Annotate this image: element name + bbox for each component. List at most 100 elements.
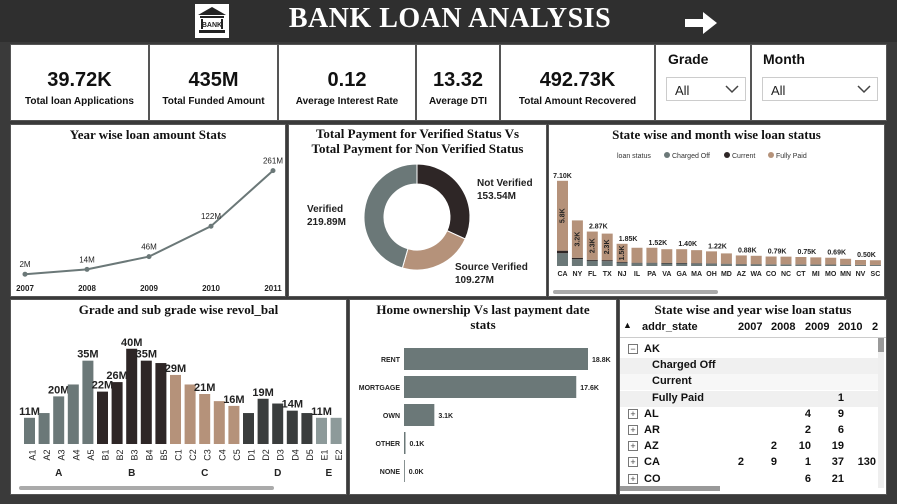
table-row[interactable]: + AR 2 6 xyxy=(620,423,878,439)
bar-charged-off xyxy=(557,253,568,266)
table-cell: 1 xyxy=(837,391,844,404)
year-point xyxy=(270,168,276,174)
year-data-label: 2M xyxy=(19,260,30,269)
grade-chart-panel: Grade and sub grade wise revol_bal 11M A1… xyxy=(10,299,347,495)
legend-label: Charged Off xyxy=(672,153,710,160)
state-tick-label: NC xyxy=(781,271,791,278)
donut-slice xyxy=(363,163,418,269)
col-header-year[interactable]: 2007 xyxy=(738,321,763,333)
expand-icon[interactable]: + xyxy=(628,441,638,452)
table-cell: 19 xyxy=(831,440,844,453)
grade-bar xyxy=(82,360,94,444)
legend-title: loan status xyxy=(617,153,651,160)
kpi-value: 435M xyxy=(188,69,239,91)
sort-icon[interactable]: ▲ xyxy=(623,320,632,330)
month-dropdown[interactable]: All xyxy=(762,77,878,101)
year-tick-label: 2009 xyxy=(140,284,158,293)
table-cell: 4 xyxy=(804,407,811,420)
subgrade-tick-label: C5 xyxy=(232,449,242,461)
bar-total-label: 0.50K xyxy=(857,252,876,259)
bar-fully-paid xyxy=(601,233,613,261)
table-subrow[interactable]: Current xyxy=(620,374,878,391)
subgrade-tick-label: E1 xyxy=(320,449,330,460)
bar-inner-label: 2.3K xyxy=(604,239,611,254)
row-label: AZ xyxy=(644,440,659,453)
grade-data-label: 19M xyxy=(252,387,273,399)
col-header-year[interactable]: 2008 xyxy=(771,321,796,333)
year-data-label: 14M xyxy=(79,255,95,264)
bar-inner-label: 5.8K xyxy=(560,208,567,223)
grade-bar xyxy=(170,374,181,444)
table-hscroll-thumb[interactable] xyxy=(620,486,720,491)
state-tick-label: PA xyxy=(647,271,656,278)
home-bar xyxy=(404,432,406,454)
bank-icon: BANK xyxy=(198,7,226,33)
verification-donut-chart: Not Verified 153.54M Source Verified 109.27… xyxy=(307,163,533,286)
table-row[interactable]: + AL 4 9 xyxy=(620,407,878,423)
grade-group-label: D xyxy=(274,468,281,479)
state-tick-label: NY xyxy=(573,271,583,278)
bar-fully-paid xyxy=(706,251,717,264)
table-cell: 2 xyxy=(804,424,811,436)
arrow-right-icon[interactable] xyxy=(683,10,719,36)
grade-group-label: C xyxy=(201,468,208,479)
bar-charged-off xyxy=(780,264,792,266)
bar-fully-paid xyxy=(586,231,598,260)
table-row[interactable]: − AK xyxy=(620,342,878,358)
state-tick-label: TX xyxy=(603,271,612,278)
kpi-value: 39.72K xyxy=(47,69,112,91)
subgrade-tick-label: D4 xyxy=(290,449,300,461)
home-category-label: OWN xyxy=(383,413,400,420)
kpi-label: Total loan Applications xyxy=(25,96,134,107)
bar-current xyxy=(601,260,613,262)
table-row[interactable]: + CA 2 9 1 37 130 xyxy=(620,455,878,471)
grade-bar xyxy=(140,360,152,444)
home-category-label: NONE xyxy=(380,469,401,476)
grade-bar xyxy=(184,384,196,444)
table-cell: 21 xyxy=(831,472,844,485)
expand-icon[interactable]: + xyxy=(628,473,638,484)
bar-fully-paid xyxy=(676,249,688,263)
grade-bar xyxy=(286,410,298,444)
table-cell: 130 xyxy=(857,456,876,469)
table-row[interactable]: + CO 6 21 xyxy=(620,472,878,488)
header-bar: BANK BANK LOAN ANALYSIS xyxy=(0,0,897,42)
grade-dropdown[interactable]: All xyxy=(666,77,746,101)
bar-total-label: 1.85K xyxy=(619,236,638,243)
state-tick-label: MI xyxy=(812,271,820,278)
expand-icon[interactable]: + xyxy=(628,425,638,435)
grade-chart-title: Grade and sub grade wise revol_bal xyxy=(78,302,279,317)
expand-icon[interactable]: + xyxy=(628,408,638,419)
state-tick-label: MN xyxy=(840,271,851,278)
table-subrow[interactable]: Charged Off xyxy=(620,358,878,375)
bar-fully-paid xyxy=(616,243,628,263)
bar-charged-off xyxy=(735,264,747,266)
bar-fully-paid xyxy=(631,247,643,263)
kpi-value: 13.32 xyxy=(432,69,484,91)
subgrade-tick-label: C1 xyxy=(174,449,184,461)
table-scrollbar[interactable] xyxy=(878,338,884,488)
expand-icon[interactable]: + xyxy=(628,457,638,468)
donut-slice-name: Source Verified xyxy=(455,262,528,273)
subgrade-tick-label: A1 xyxy=(28,449,38,460)
home-title-line1: Home ownership Vs last payment date xyxy=(376,302,590,317)
legend-marker xyxy=(768,152,774,158)
bar-charged-off xyxy=(840,264,852,266)
state-year-title: State wise and year wise loan status xyxy=(654,302,852,317)
col-header-year[interactable]: 2010 xyxy=(838,321,863,333)
col-header-state[interactable]: addr_state xyxy=(642,321,698,333)
state-tick-label: CT xyxy=(796,271,806,278)
grade-bar xyxy=(38,413,50,444)
col-header-year[interactable]: 2009 xyxy=(805,321,830,333)
state-month-panel: State wise and month wise loan status lo… xyxy=(548,124,885,297)
collapse-icon[interactable]: − xyxy=(628,344,638,354)
col-header-year[interactable]: 2 xyxy=(872,321,879,333)
year-line-chart: 2M 2007 14M 2008 46M 2009 122M 2010 261M 2011 xyxy=(16,157,283,293)
table-row[interactable]: + AZ 2 10 19 xyxy=(620,439,878,455)
grade-data-label: 22M xyxy=(92,380,113,392)
table-subrow[interactable]: Fully Paid 1 xyxy=(620,390,878,407)
bar-fully-paid xyxy=(825,257,837,265)
bar-fully-paid xyxy=(855,260,866,265)
table-cell: 9 xyxy=(770,456,777,469)
table-scroll-thumb[interactable] xyxy=(878,338,884,352)
